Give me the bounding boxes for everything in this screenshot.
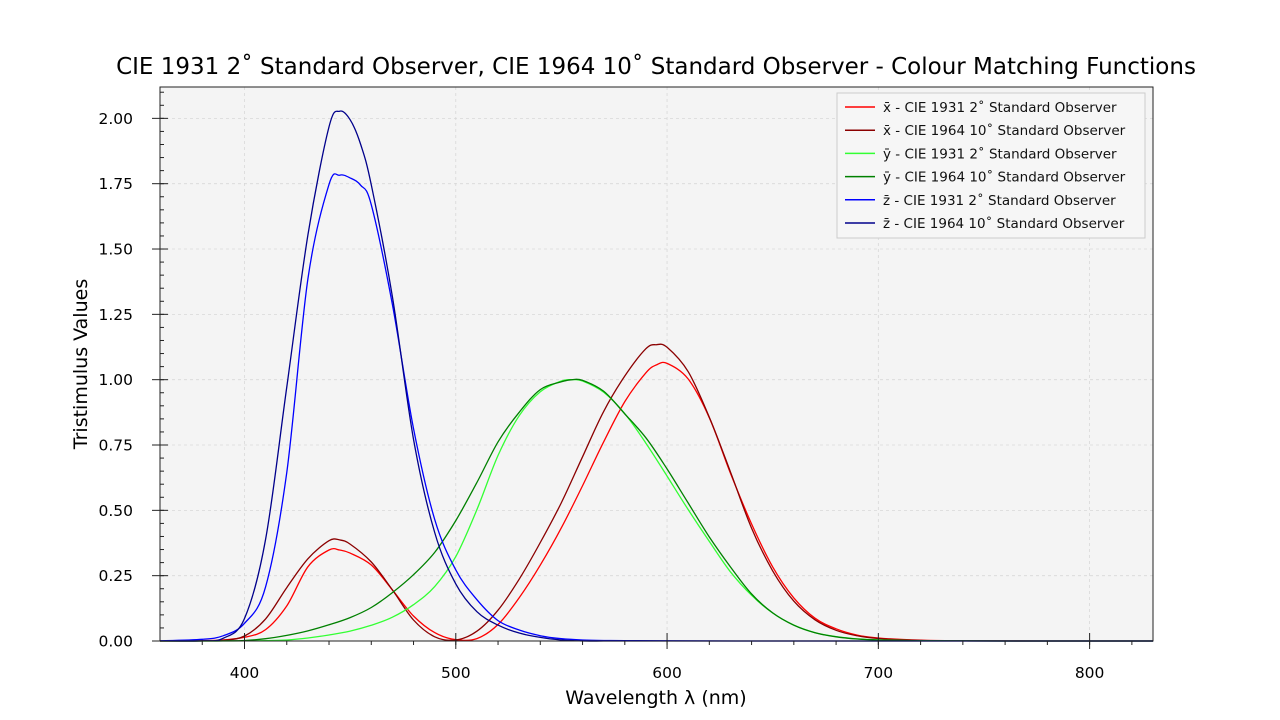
x-axis: 400 500 600 700 800 [201, 633, 1133, 682]
x-tick-label: 700 [864, 664, 894, 682]
y-tick-label: 1.25 [98, 306, 133, 324]
series-line-3 [160, 378, 1153, 642]
plot-frame [159, 86, 1154, 642]
y-tick-label: 2.00 [98, 110, 133, 128]
legend-label-5: z̄ - CIE 1964 10˚ Standard Observer [883, 215, 1125, 232]
legend-label-4: z̄ - CIE 1931 2˚ Standard Observer [883, 192, 1116, 209]
series-line-1 [159, 343, 1153, 642]
legend-label-1: x̄ - CIE 1964 10˚ Standard Observer [883, 122, 1126, 139]
y-axis: 0.00 0.25 0.50 0.75 1.00 1.25 1.50 1.75 2.00 [98, 91, 168, 651]
x-tick-label: 600 [652, 664, 682, 682]
y-tick-label: 0.75 [98, 437, 133, 455]
y-tick-label: 0.50 [98, 502, 133, 520]
x-tick-label: 800 [1075, 664, 1105, 682]
y-tick-label: 0.00 [98, 633, 133, 651]
legend-label-2: ȳ - CIE 1931 2˚ Standard Observer [883, 145, 1117, 162]
legend-label-3: ȳ - CIE 1964 10˚ Standard Observer [883, 169, 1126, 186]
y-tick-label: 1.50 [98, 241, 133, 259]
x-tick-label: 500 [441, 664, 471, 682]
chart-title: CIE 1931 2˚ Standard Observer, CIE 1964 … [116, 53, 1196, 80]
x-tick-label: 400 [230, 664, 260, 682]
legend-label-0: x̄ - CIE 1931 2˚ Standard Observer [883, 99, 1117, 116]
y-tick-label: 0.25 [98, 567, 133, 585]
y-tick-label: 1.00 [98, 371, 133, 389]
legend-box [836, 92, 1146, 239]
y-tick-label: 1.75 [98, 175, 133, 193]
y-axis-label: Tristimulus Values [70, 279, 92, 450]
legend: x̄ - CIE 1931 2˚ Standard Observer x̄ - C… [836, 92, 1146, 239]
series-line-0 [159, 361, 1153, 642]
x-axis-label: Wavelength λ (nm) [565, 687, 746, 709]
